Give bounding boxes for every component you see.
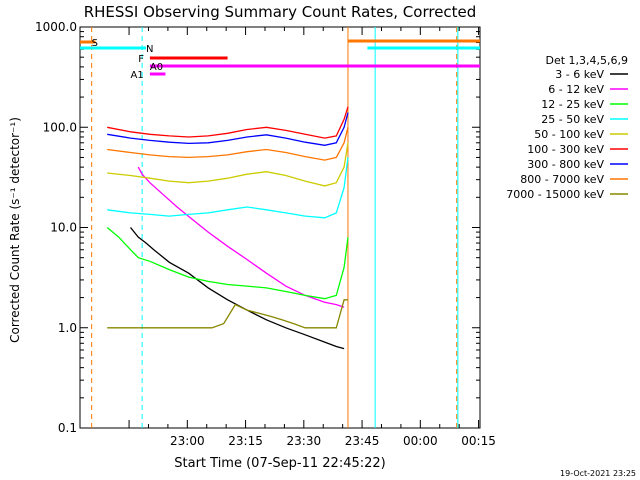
legend-entry-label: 12 - 25 keV bbox=[541, 98, 604, 111]
flag-label-a0: A0 bbox=[150, 62, 163, 73]
y-tick-label: 1000.0 bbox=[35, 20, 77, 34]
x-tick-label: 23:45 bbox=[345, 434, 380, 448]
legend-entry-label: 100 - 300 keV bbox=[527, 143, 604, 156]
flag-label-s: S bbox=[92, 38, 98, 49]
x-tick-label: 00:00 bbox=[403, 434, 438, 448]
flag-label-f: F bbox=[138, 54, 144, 65]
flag-label-n: N bbox=[146, 44, 153, 55]
legend: 3 - 6 keV 6 - 12 keV 12 - 25 keV 25 - 50 ke… bbox=[506, 68, 628, 201]
x-tick-label: 23:15 bbox=[228, 434, 263, 448]
legend-entry-label: 50 - 100 keV bbox=[534, 128, 604, 141]
x-tick-label: 23:30 bbox=[287, 434, 322, 448]
series-line bbox=[107, 142, 349, 187]
series-line bbox=[137, 166, 345, 308]
chart-title: RHESSI Observing Summary Count Rates, Co… bbox=[84, 3, 477, 21]
series-line bbox=[129, 227, 345, 350]
y-tick-label: 1.0 bbox=[58, 321, 77, 335]
y-tick-label: 100.0 bbox=[43, 120, 77, 134]
series-line bbox=[107, 157, 349, 219]
footer-timestamp: 19-Oct-2021 23:25 bbox=[560, 469, 636, 478]
legend-entry-label: 800 - 7000 keV bbox=[520, 173, 604, 186]
series-line bbox=[106, 227, 349, 300]
x-tick-label: 00:15 bbox=[461, 434, 496, 448]
x-tick-label: 23:00 bbox=[170, 434, 205, 448]
series-group bbox=[106, 106, 349, 350]
legend-entry-label: 300 - 800 keV bbox=[527, 158, 604, 171]
legend-entry-label: 25 - 50 keV bbox=[541, 113, 604, 126]
y-tick-label: 0.1 bbox=[58, 421, 77, 435]
x-axis-label: Start Time (07-Sep-11 22:45:22) bbox=[174, 456, 385, 471]
legend-entry-label: 7000 - 15000 keV bbox=[506, 188, 604, 201]
flag-label-a1: A1 bbox=[130, 70, 143, 81]
legend-entry-label: 3 - 6 keV bbox=[555, 68, 604, 81]
y-axis-label: Corrected Count Rate (s⁻¹ detector⁻¹) bbox=[8, 117, 22, 343]
series-line bbox=[107, 299, 348, 329]
series-line bbox=[107, 106, 349, 139]
legend-title: Det 1,3,4,5,6,9 bbox=[545, 54, 628, 67]
series-line bbox=[107, 112, 349, 146]
series-line bbox=[107, 127, 349, 161]
plot-area: 0.1 1.0 10.0 100.0 1000.0 23:00 23:15 23:30 23:4… bbox=[35, 20, 496, 448]
legend-entry-label: 6 - 12 keV bbox=[548, 83, 604, 96]
y-tick-label: 10.0 bbox=[50, 221, 77, 235]
